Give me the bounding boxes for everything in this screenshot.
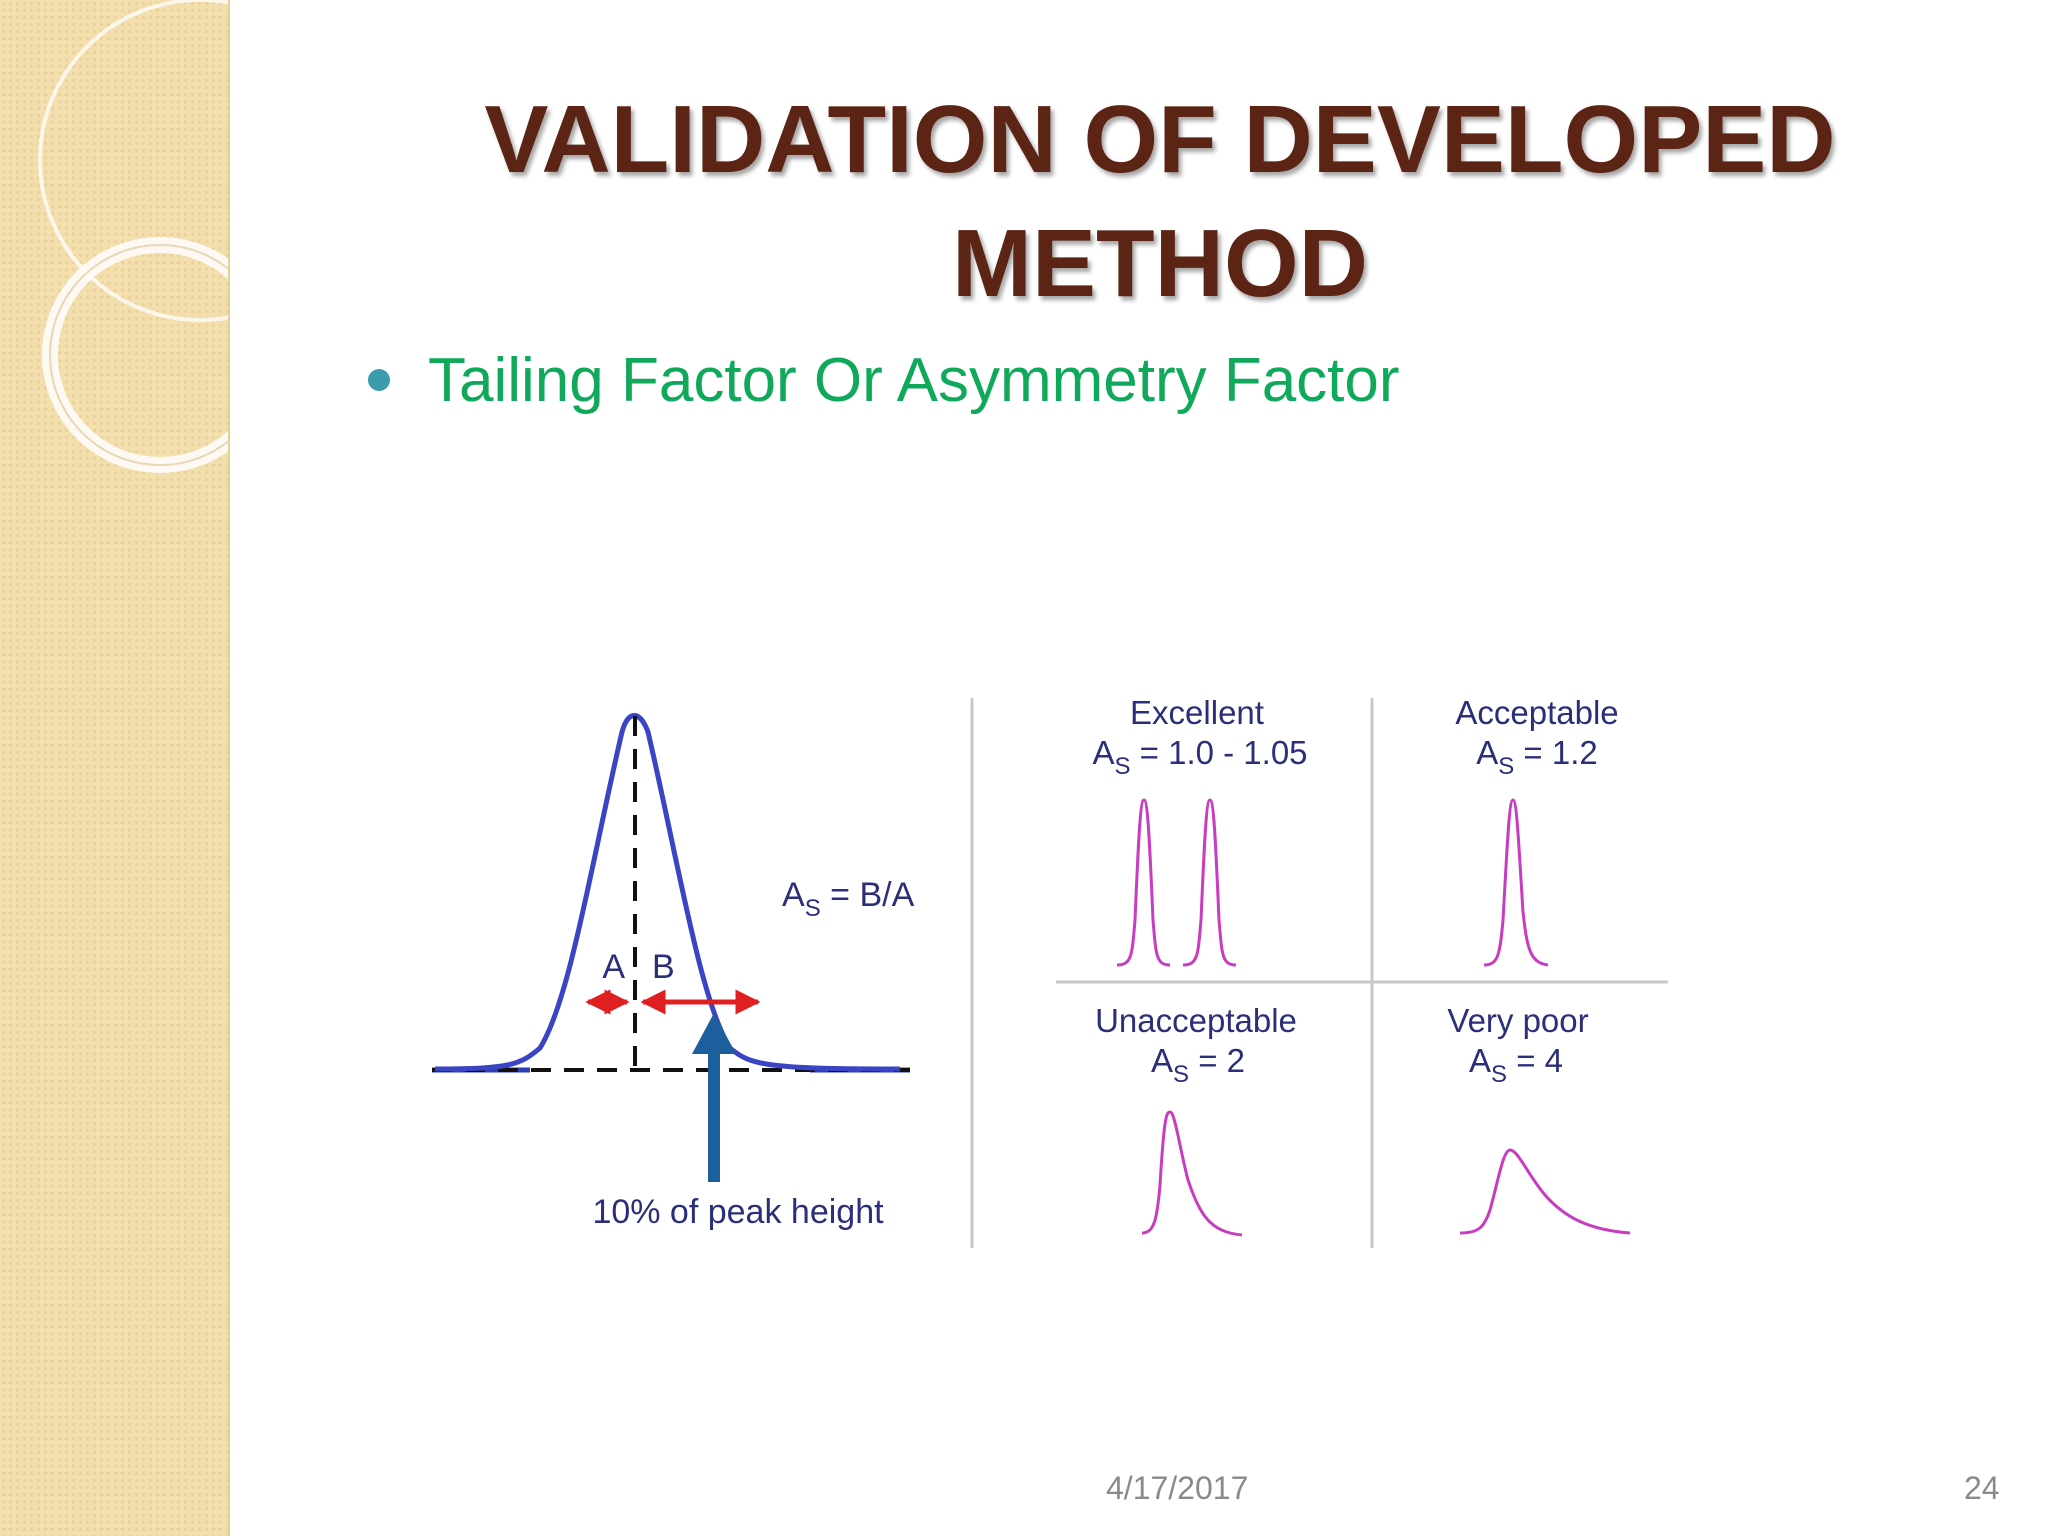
example-as-value: AS = 1.0 - 1.05 [1092, 734, 1307, 780]
slight-tailing-peak [1483, 798, 1549, 967]
example-quality-label: Unacceptable [1095, 1002, 1297, 1039]
example-quality-label: Excellent [1130, 694, 1264, 731]
example-as-value: AS = 2 [1151, 1042, 1245, 1088]
asymmetry-formula: AS = B/A [782, 876, 915, 922]
bullet-text: Tailing Factor Or Asymmetry Factor [428, 345, 1400, 415]
example-very-poor: Very poor AS = 4 [1447, 1002, 1631, 1235]
example-as-value: AS = 1.2 [1476, 734, 1598, 780]
example-unacceptable: Unacceptable AS = 2 [1095, 1002, 1297, 1237]
asymmetry-factor-diagram: A B AS = B/A 10% of peak height Excellen… [432, 694, 1668, 1248]
slide-title-line-1: VALIDATION OF DEVELOPED [484, 86, 1836, 193]
slide-page-number: 24 [1964, 1470, 2000, 1506]
bullet-dot-icon [368, 369, 390, 391]
sidebar-ring-large [38, 0, 228, 322]
sidebar-ring-outline [49, 244, 228, 466]
symmetric-peak-1 [1116, 798, 1171, 967]
gaussian-peak-curve [434, 713, 901, 1072]
footer-date: 4/17/2017 [1106, 1470, 1249, 1506]
severe-tailing-peak [1459, 1148, 1631, 1235]
symmetric-peak-2 [1182, 798, 1237, 967]
sidebar-rings-decoration [38, 0, 228, 473]
decorative-sidebar [0, 0, 230, 1536]
peak-height-pointer-arrowhead [692, 1013, 736, 1054]
example-as-value: AS = 4 [1469, 1042, 1563, 1088]
example-quality-label: Acceptable [1455, 694, 1618, 731]
example-quality-label: Very poor [1447, 1002, 1588, 1039]
label-b: B [652, 948, 675, 986]
tailing-peak [1141, 1110, 1243, 1237]
example-acceptable: Acceptable AS = 1.2 [1455, 694, 1619, 967]
peak-measurement-illustration: A B AS = B/A 10% of peak height [432, 713, 915, 1231]
example-excellent: Excellent AS = 1.0 - 1.05 [1092, 694, 1308, 967]
slide-title: VALIDATION OF DEVELOPED METHOD [400, 78, 1920, 326]
label-a: A [602, 948, 625, 986]
sidebar-ring-thick [42, 237, 228, 473]
slide-title-line-2: METHOD [952, 210, 1368, 317]
peak-height-caption: 10% of peak height [592, 1193, 884, 1231]
bullet-item: Tailing Factor Or Asymmetry Factor [368, 340, 1400, 420]
